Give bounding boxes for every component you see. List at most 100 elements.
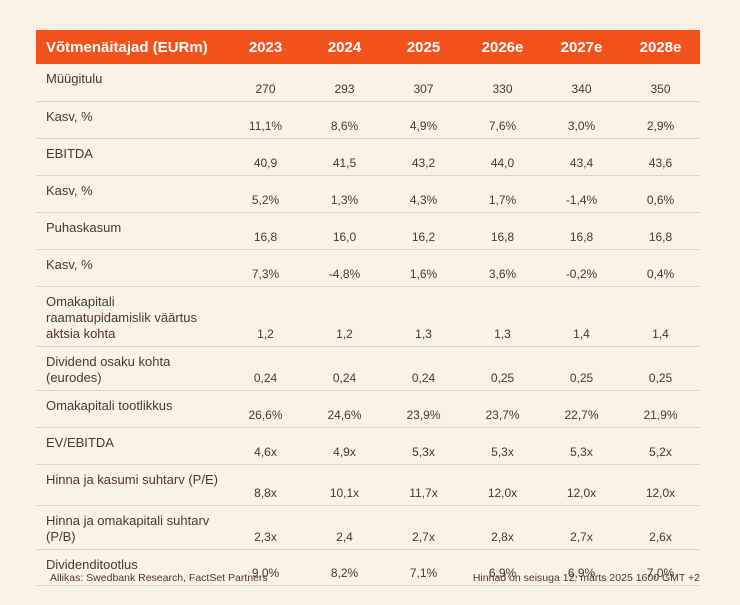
cell-value: 7,0% <box>646 565 675 580</box>
cell-value: 6,9% <box>567 565 596 580</box>
cell-value: 0,24 <box>332 370 357 385</box>
row-label: EBITDA <box>46 145 93 161</box>
cell-value: 21,9% <box>643 407 678 422</box>
table-row-dividenditootlus: Dividenditootlus 9,0% 8,2% 7,1% 6,9% 6,9… <box>36 549 700 585</box>
source-note: Allikas: Swedbank Research, FactSet Part… <box>50 572 268 584</box>
table-footer: Allikas: Swedbank Research, FactSet Part… <box>36 566 700 584</box>
table-row-ev-ebitda: EV/EBITDA 4,6x 4,9x 5,3x 5,3x 5,3x 5,2x <box>36 427 700 464</box>
cell-value: 43,4 <box>569 155 594 170</box>
cell-value: 23,7% <box>485 407 520 422</box>
cell-value: 11,1% <box>248 118 283 133</box>
price-date-note: Hinnad on seisuga 12. märts 2025 1600 GM… <box>472 572 700 584</box>
cell-value: 2,7x <box>570 529 593 544</box>
cell-value: -1,4% <box>565 192 598 207</box>
cell-value: 5,3x <box>570 444 593 459</box>
cell-value: 4,9% <box>409 118 438 133</box>
cell-value: 1,7% <box>488 192 517 207</box>
cell-value: 0,25 <box>490 370 515 385</box>
cell-value: 0,4% <box>646 266 675 281</box>
table-row-kasv-muugitulu: Kasv, % 11,1% 8,6% 4,9% 7,6% 3,0% 2,9% <box>36 101 700 138</box>
row-label: Puhaskasum <box>46 219 122 235</box>
cell-value: 1,3 <box>494 326 511 341</box>
cell-value: 7,6% <box>488 118 517 133</box>
cell-value: 340 <box>571 81 592 96</box>
table-row-puhaskasum: Puhaskasum 16,8 16,0 16,2 16,8 16,8 16,8 <box>36 212 700 249</box>
table-row-pe: Hinna ja kasumi suhtarv (P/E) 8,8x 10,1x… <box>36 464 700 505</box>
cell-value: 5,3x <box>412 444 435 459</box>
table-row-muugitulu: Müügitulu 270 293 307 330 340 350 <box>36 64 700 101</box>
column-header-2027e: 2027e <box>542 30 621 64</box>
cell-value: 5,3x <box>491 444 514 459</box>
cell-value: 9,0% <box>251 565 280 580</box>
cell-value: 11,7x <box>409 485 438 500</box>
cell-value: 2,4 <box>336 529 353 544</box>
cell-value: 3,6% <box>488 266 517 281</box>
cell-value: 8,2% <box>330 565 359 580</box>
cell-value: 7,3% <box>251 266 280 281</box>
cell-value: 26,6% <box>248 407 283 422</box>
cell-value: 2,3x <box>254 529 277 544</box>
cell-value: -4,8% <box>328 266 361 281</box>
cell-value: 270 <box>255 81 276 96</box>
row-label: EV/EBITDA <box>46 434 114 450</box>
cell-value: 2,9% <box>646 118 675 133</box>
cell-value: 0,25 <box>569 370 594 385</box>
cell-value: 1,4 <box>573 326 590 341</box>
table-row-ebitda: EBITDA 40,9 41,5 43,2 44,0 43,4 43,6 <box>36 138 700 175</box>
cell-value: -0,2% <box>565 266 598 281</box>
row-label: Hinna ja omakapitali suhtarv (P/B) <box>46 512 210 544</box>
cell-value: 1,2 <box>257 326 274 341</box>
cell-value: 2,8x <box>491 529 514 544</box>
cell-value: 2,7x <box>412 529 435 544</box>
table-row-kasv-ebitda: Kasv, % 5,2% 1,3% 4,3% 1,7% -1,4% 0,6% <box>36 175 700 212</box>
cell-value: 1,3 <box>415 326 432 341</box>
cell-value: 43,2 <box>411 155 436 170</box>
cell-value: 4,9x <box>333 444 356 459</box>
row-label: Kasv, % <box>46 182 93 198</box>
cell-value: 8,6% <box>330 118 359 133</box>
table-row-dividend-osaku-kohta: Dividend osaku kohta (eurodes) 0,24 0,24… <box>36 346 700 390</box>
cell-value: 24,6% <box>327 407 362 422</box>
row-label: Dividend osaku kohta (eurodes) <box>46 353 171 385</box>
column-header-2026e: 2026e <box>463 30 542 64</box>
cell-value: 6,9% <box>488 565 517 580</box>
cell-value: 16,8 <box>253 229 278 244</box>
cell-value: 22,7% <box>564 407 599 422</box>
row-label: Omakapitali raamatupidamislik väärtus ak… <box>46 293 198 341</box>
cell-value: 1,6% <box>409 266 438 281</box>
cell-value: 16,0 <box>332 229 357 244</box>
cell-value: 16,8 <box>490 229 515 244</box>
cell-value: 0,6% <box>646 192 675 207</box>
column-header-2028e: 2028e <box>621 30 700 64</box>
table-row-pb: Hinna ja omakapitali suhtarv (P/B) 2,3x … <box>36 505 700 549</box>
column-header-2025: 2025 <box>384 30 463 64</box>
table-header-row: Võtmenäitajad (EURm) 2023 2024 2025 2026… <box>36 30 700 64</box>
cell-value: 10,1x <box>329 485 360 500</box>
cell-value: 4,3% <box>409 192 438 207</box>
row-label: Omakapitali tootlikkus <box>46 397 173 413</box>
cell-value: 0,24 <box>411 370 436 385</box>
cell-value: 350 <box>650 81 671 96</box>
column-header-2024: 2024 <box>305 30 384 64</box>
row-label: Kasv, % <box>46 256 93 272</box>
key-indicators-table: Võtmenäitajad (EURm) 2023 2024 2025 2026… <box>36 30 700 586</box>
cell-value: 16,8 <box>648 229 673 244</box>
cell-value: 12,0x <box>566 485 597 500</box>
cell-value: 12,0x <box>487 485 518 500</box>
row-label: Müügitulu <box>46 71 103 86</box>
table-row-omakapitali-tootlikkus: Omakapitali tootlikkus 26,6% 24,6% 23,9%… <box>36 390 700 427</box>
cell-value: 5,2% <box>251 192 280 207</box>
cell-value: 1,2 <box>336 326 353 341</box>
cell-value: 23,9% <box>406 407 441 422</box>
cell-value: 7,1% <box>409 565 438 580</box>
column-header-2023: 2023 <box>226 30 305 64</box>
table-row-raamatupidamislik-vaartus: Omakapitali raamatupidamislik väärtus ak… <box>36 286 700 346</box>
cell-value: 0,25 <box>648 370 673 385</box>
cell-value: 1,3% <box>330 192 359 207</box>
table-title: Võtmenäitajad (EURm) <box>36 30 226 64</box>
cell-value: 5,2x <box>649 444 672 459</box>
cell-value: 16,2 <box>411 229 436 244</box>
cell-value: 16,8 <box>569 229 594 244</box>
cell-value: 3,0% <box>567 118 596 133</box>
cell-value: 40,9 <box>253 155 278 170</box>
